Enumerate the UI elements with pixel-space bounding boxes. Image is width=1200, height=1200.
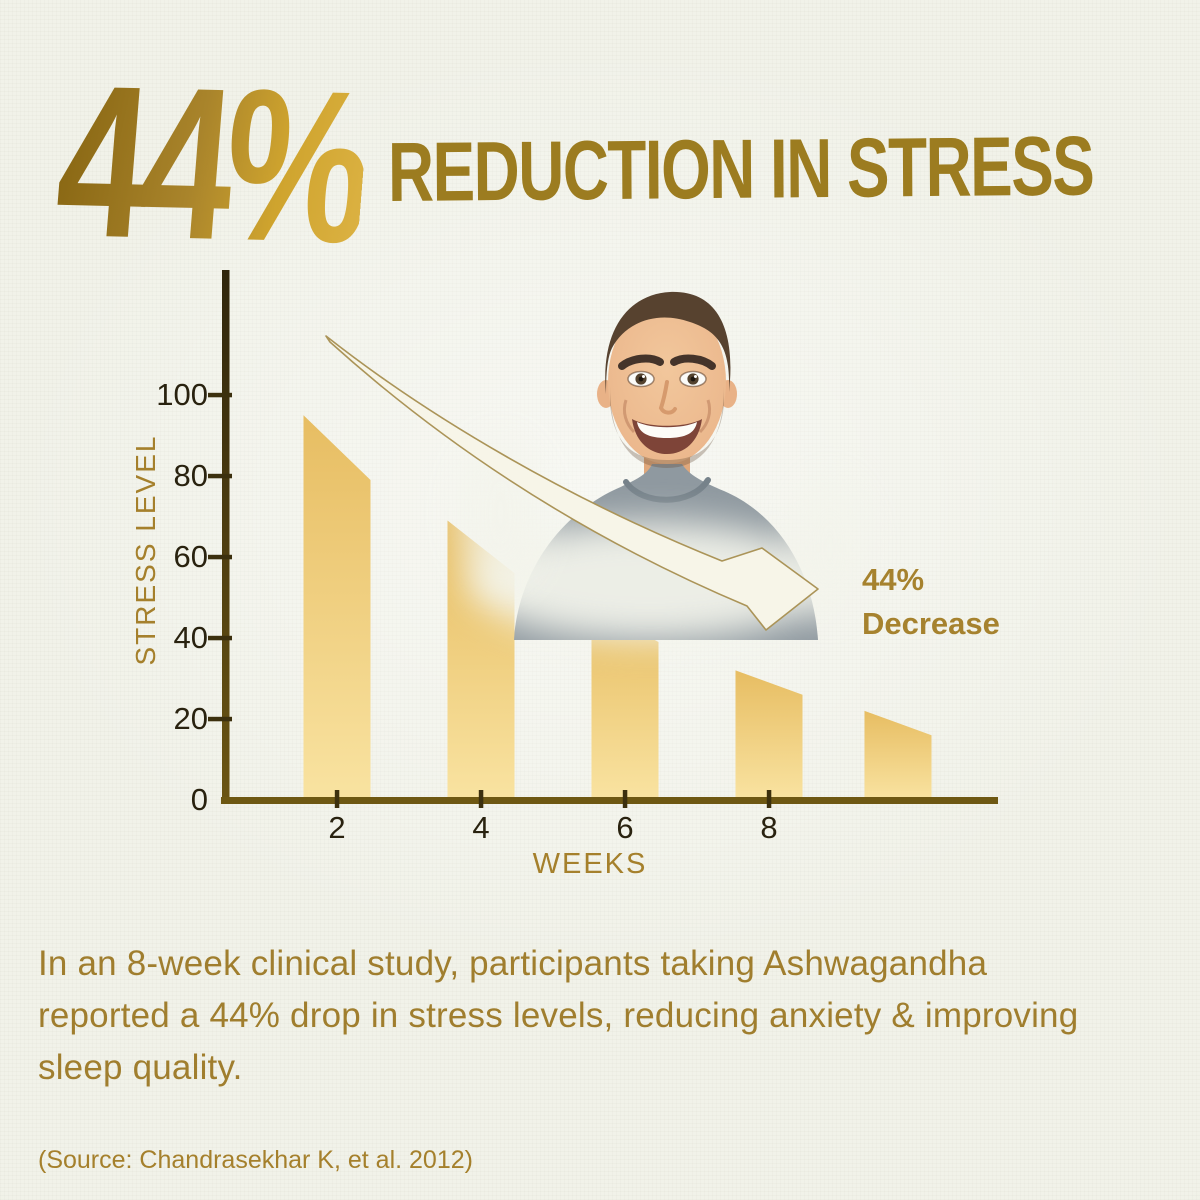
x-tick-label: 4 [472,810,490,845]
study-description: In an 8-week clinical study, participant… [38,938,1078,1094]
x-tick-label: 8 [760,810,778,845]
bar-week-10 [864,710,932,800]
y-tick-label: 40 [173,620,208,655]
x-tick-mark [766,790,772,808]
y-tick-label: 80 [173,458,208,493]
study-description-line: sleep quality. [38,1048,243,1087]
eyebrow-right [670,354,716,370]
stat-value: 44% [48,39,374,289]
x-tick-mark [334,790,340,808]
eye-glint [642,375,645,378]
nose [658,380,677,415]
y-tick-mark [208,554,232,560]
decrease-annotation-label: Decrease [862,606,1000,641]
eye-glint [694,375,697,378]
y-tick-label: 60 [173,539,208,574]
bar-week-6 [591,605,659,800]
x-tick-mark [478,790,484,808]
eyebrow-left [618,354,664,370]
y-tick-mark [208,716,232,722]
x-axis-line [221,797,998,804]
tshirt-collar [623,477,711,503]
brown-hair [605,291,731,394]
bar-week-8 [735,670,803,800]
y-tick-label: 100 [156,377,208,412]
y-tick-label: 20 [173,701,208,736]
x-tick-mark [622,790,628,808]
source-citation: (Source: Chandrasekhar K, et al. 2012) [38,1146,473,1174]
y-tick-label: 0 [190,782,208,817]
x-axis-title: WEEKS [532,848,648,880]
pupil-right [690,376,696,382]
pupil-left [638,376,644,382]
y-axis-line [222,270,230,804]
smile-crease-right [698,399,712,434]
smile-crease-left [622,399,636,434]
study-description-line: reported a 44% drop in stress levels, re… [38,996,1079,1035]
page-title: REDUCTION IN STRESS [387,118,1094,219]
x-tick-label: 2 [328,810,346,845]
x-tick-label: 6 [616,810,634,845]
y-tick-mark [208,473,232,479]
arrow-ribbon [325,335,819,631]
decrease-annotation-value: 44% [862,562,925,597]
y-tick-mark [208,635,232,641]
y-tick-mark [208,392,232,398]
study-description-line: In an 8-week clinical study, participant… [38,944,988,983]
decrease-annotation: 44% Decrease [862,558,1000,646]
bar-week-2 [303,415,371,800]
teeth [637,422,697,438]
